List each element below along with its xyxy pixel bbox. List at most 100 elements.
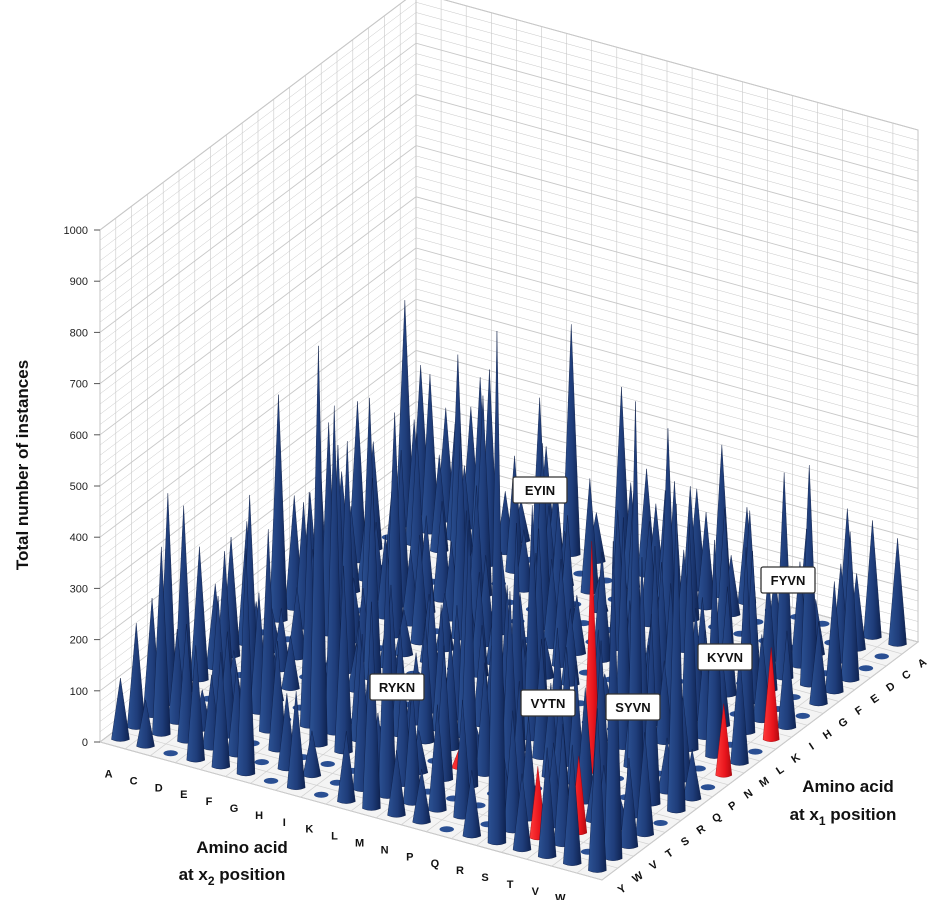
x2-tick-label: W xyxy=(555,893,566,900)
gridline xyxy=(99,0,919,231)
cone xyxy=(888,538,907,647)
y-tick-label: 500 xyxy=(70,481,88,493)
flat-marker xyxy=(748,748,763,755)
annotation-label: EYIN xyxy=(525,483,555,498)
cone xyxy=(136,699,155,749)
cone xyxy=(111,678,130,742)
y-tick-label: 700 xyxy=(70,379,88,391)
x2-tick-label: A xyxy=(105,768,113,780)
flat-marker xyxy=(320,761,335,767)
cone xyxy=(428,704,447,813)
svg-text:at x2 position: at x2 position xyxy=(179,865,286,888)
cone xyxy=(537,747,557,859)
flat-marker xyxy=(163,750,178,757)
cone xyxy=(487,330,507,846)
x1-tick-label: I xyxy=(807,741,816,753)
flat-marker xyxy=(263,777,279,784)
flat-marker xyxy=(795,712,810,719)
cone xyxy=(512,773,532,853)
cone xyxy=(863,520,882,640)
x1-tick-label: Y xyxy=(616,882,629,896)
cone xyxy=(635,732,654,838)
chart-cones xyxy=(111,300,907,873)
cone xyxy=(211,652,231,770)
x2-tick-label: R xyxy=(456,865,464,877)
x1-tick-label: T xyxy=(663,847,676,861)
cone xyxy=(777,630,797,730)
x1-tick-label: M xyxy=(757,775,771,790)
svg-text:at x1 position: at x1 position xyxy=(790,805,897,828)
cone xyxy=(563,744,582,866)
cone xyxy=(236,548,256,777)
annotation-label: RYKN xyxy=(379,680,415,695)
x2-tick-label: E xyxy=(180,789,187,801)
annotation-box xyxy=(697,643,753,671)
x1-tick-label: A xyxy=(916,656,929,670)
x1-tick-label: C xyxy=(900,668,913,682)
y-tick-label: 800 xyxy=(70,327,88,339)
highlight-cone xyxy=(762,647,780,742)
x2-tick-label: S xyxy=(481,872,488,884)
cone xyxy=(809,621,828,707)
y-axis: 0 100 200 300 400 500 600 700 800 900 1000 xyxy=(64,225,100,749)
y-tick-label: 1000 xyxy=(64,225,88,237)
cone xyxy=(281,635,300,691)
x1-tick-label: L xyxy=(774,764,787,778)
cone xyxy=(412,769,431,825)
annotation-syvn: SYVN xyxy=(605,693,661,721)
y-tick-label: 300 xyxy=(70,583,88,595)
annotation-box xyxy=(369,673,425,701)
cone xyxy=(152,546,171,737)
x1-axis-title: Amino acid at x1 position xyxy=(790,777,897,828)
y-tick-label: 900 xyxy=(70,276,88,288)
annotation-box xyxy=(512,476,568,504)
x2-tick-label: N xyxy=(381,844,389,856)
x1-tick-label: H xyxy=(821,728,834,742)
y-tick-label: 200 xyxy=(70,635,88,647)
x2-tick-label: L xyxy=(331,831,338,843)
x1-tick-label: K xyxy=(789,751,802,765)
x1-tick-label: V xyxy=(647,858,660,872)
x2-tick-label: C xyxy=(130,775,138,787)
cone xyxy=(825,581,844,695)
cone xyxy=(302,730,322,779)
flat-marker xyxy=(314,791,329,798)
flat-marker xyxy=(700,784,716,791)
cone xyxy=(190,546,209,683)
annotation-fyvn: FYVN xyxy=(760,566,816,594)
annotation-box xyxy=(760,566,816,594)
flat-marker xyxy=(874,653,889,660)
x2-tick-label: H xyxy=(255,810,263,822)
annotation-rykn: RYKN xyxy=(369,673,425,701)
svg-text:Amino acid: Amino acid xyxy=(802,777,894,796)
flat-marker xyxy=(439,826,454,833)
x2-axis-title: Amino acid at x2 position xyxy=(179,838,288,888)
x2-tick-label: F xyxy=(206,796,213,808)
y-tick-label: 400 xyxy=(70,532,88,544)
x1-tick-label: Q xyxy=(710,811,724,826)
svg-text:Amino acid: Amino acid xyxy=(196,838,288,857)
cone xyxy=(462,770,482,839)
x2-tick-label: G xyxy=(230,803,239,815)
x2-tick-label: D xyxy=(155,782,163,794)
annotation-label: VYTN xyxy=(531,696,566,711)
x2-tick-label: Q xyxy=(431,858,440,870)
annotation-vytn: VYTN xyxy=(520,689,576,717)
x1-tick-label: W xyxy=(630,869,646,885)
x2-tick-label: V xyxy=(532,886,540,898)
annotations: EYIN FYVN KYVN SYVN VYTN RYKN xyxy=(369,476,816,721)
cone xyxy=(387,750,406,818)
x1-tick-label: N xyxy=(742,787,755,801)
flat-marker xyxy=(653,820,668,826)
y-axis-title: Total number of instances xyxy=(13,360,32,570)
floor-line xyxy=(99,741,603,881)
annotation-kyvn: KYVN xyxy=(697,643,753,671)
cone xyxy=(362,601,381,811)
x1-tick-label: P xyxy=(726,799,739,813)
cone xyxy=(286,691,306,790)
annotation-box xyxy=(520,689,576,717)
x2-tick-label: M xyxy=(355,837,364,849)
y-tick-label: 0 xyxy=(82,737,88,749)
